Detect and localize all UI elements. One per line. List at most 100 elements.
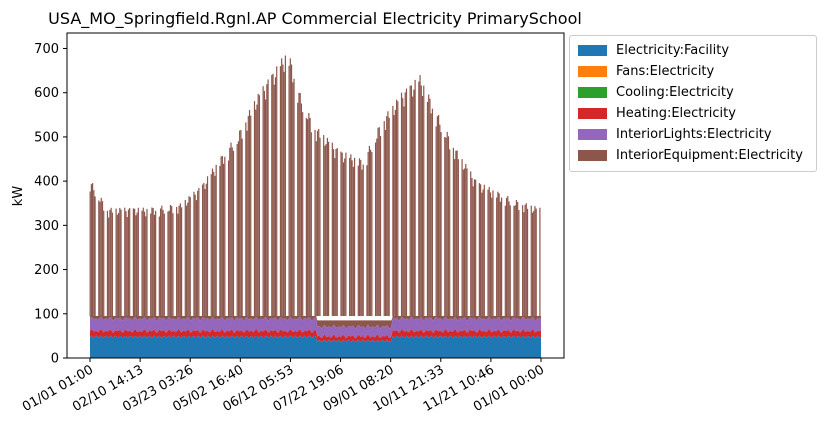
equipment-daily-peak (324, 145, 326, 316)
equipment-daily-peak (206, 176, 209, 316)
equipment-daily-peak (111, 212, 113, 316)
equipment-daily-peak (470, 171, 472, 316)
equipment-daily-peak (397, 101, 399, 316)
equipment-daily-peak (109, 209, 111, 316)
equipment-daily-peak (509, 205, 511, 316)
equipment-daily-peak (462, 169, 464, 316)
equipment-daily-peak (262, 86, 264, 316)
equipment-daily-peak (263, 90, 265, 316)
equipment-daily-peak (350, 154, 352, 316)
equipment-daily-peak (237, 141, 240, 316)
equipment-daily-peak (211, 168, 214, 316)
equipment-daily-peak (466, 168, 468, 316)
legend-item: Heating:Electricity (578, 103, 816, 124)
equipment-daily-peak (152, 208, 154, 316)
legend-swatch (578, 45, 607, 56)
equipment-daily-peak (342, 162, 345, 316)
equipment-daily-peak (101, 201, 104, 316)
equipment-daily-peak (126, 216, 128, 316)
equipment-daily-peak (214, 175, 216, 316)
equipment-daily-peak (236, 143, 238, 316)
equipment-daily-peak (99, 201, 101, 316)
legend-label: Fans:Electricity (616, 64, 715, 79)
equipment-daily-peak (429, 98, 431, 316)
equipment-daily-peak (423, 85, 425, 316)
equipment-daily-peak (240, 130, 242, 316)
equipment-daily-peak (247, 115, 249, 316)
equipment-daily-peak (412, 96, 414, 316)
equipment-daily-peak (436, 116, 438, 316)
equipment-daily-peak (299, 92, 301, 316)
plot-area (89, 55, 541, 358)
equipment-daily-peak (253, 101, 256, 316)
legend-item: Fans:Electricity (578, 61, 816, 82)
equipment-daily-peak (530, 205, 532, 316)
equipment-daily-peak (289, 58, 291, 317)
equipment-daily-peak (93, 190, 95, 316)
equipment-daily-peak (215, 164, 217, 316)
equipment-daily-peak (440, 132, 442, 316)
equipment-daily-peak (403, 106, 405, 316)
legend-label: Electricity:Facility (616, 43, 730, 58)
equipment-daily-peak (100, 197, 102, 316)
equipment-daily-peak (284, 55, 286, 317)
equipment-daily-peak (487, 189, 489, 316)
equipment-daily-peak (526, 208, 529, 316)
equipment-daily-peak (508, 201, 510, 316)
equipment-daily-peak (492, 190, 494, 316)
legend-swatch (578, 87, 607, 98)
equipment-daily-peak (435, 126, 437, 316)
equipment-daily-peak (457, 159, 459, 316)
equipment-daily-peak (514, 205, 516, 316)
equipment-daily-peak (292, 82, 294, 316)
equipment-daily-peak (454, 159, 456, 316)
equipment-daily-peak (413, 89, 415, 316)
equipment-daily-peak (224, 156, 226, 316)
equipment-daily-peak (194, 194, 196, 316)
equipment-daily-peak (120, 209, 122, 316)
legend-item: Cooling:Electricity (578, 82, 816, 103)
equipment-daily-peak (368, 145, 370, 316)
equipment-daily-peak (496, 197, 498, 316)
equipment-daily-peak (227, 160, 230, 316)
equipment-daily-peak (213, 171, 215, 316)
equipment-daily-peak (162, 210, 164, 316)
equipment-daily-peak (258, 95, 261, 316)
equipment-daily-peak (400, 92, 403, 316)
equipment-daily-peak (513, 206, 515, 316)
equipment-daily-peak (281, 58, 283, 316)
equipment-daily-peak (334, 158, 336, 316)
equipment-daily-peak (168, 210, 170, 316)
legend-item: InteriorLights:Electricity (578, 124, 816, 145)
equipment-daily-peak (187, 202, 189, 316)
equipment-daily-peak (116, 214, 118, 316)
equipment-daily-peak (525, 203, 527, 316)
equipment-daily-peak (198, 187, 200, 316)
equipment-daily-peak (362, 164, 364, 316)
equipment-daily-peak (288, 65, 290, 316)
equipment-daily-peak (184, 199, 186, 316)
equipment-daily-peak (201, 184, 204, 316)
equipment-daily-peak (504, 205, 506, 316)
equipment-daily-peak (452, 147, 455, 316)
equipment-daily-peak (410, 85, 413, 316)
equipment-daily-peak (531, 212, 534, 316)
equipment-daily-peak (377, 127, 379, 316)
equipment-daily-peak (480, 184, 482, 316)
equipment-daily-peak (309, 117, 311, 316)
equipment-daily-peak (119, 207, 121, 316)
legend-label: Heating:Electricity (616, 106, 736, 121)
equipment-daily-peak (524, 204, 526, 316)
equipment-daily-peak (351, 160, 353, 316)
equipment-daily-peak (179, 203, 181, 316)
equipment-daily-peak (210, 174, 212, 316)
equipment-daily-peak (310, 132, 312, 316)
equipment-daily-peak (129, 207, 131, 316)
equipment-daily-peak (106, 210, 109, 316)
equipment-daily-peak (393, 115, 395, 316)
series-interiorequipment-base (90, 315, 541, 329)
equipment-daily-peak (103, 210, 105, 316)
equipment-daily-peak (205, 183, 207, 316)
equipment-daily-peak (221, 155, 223, 316)
